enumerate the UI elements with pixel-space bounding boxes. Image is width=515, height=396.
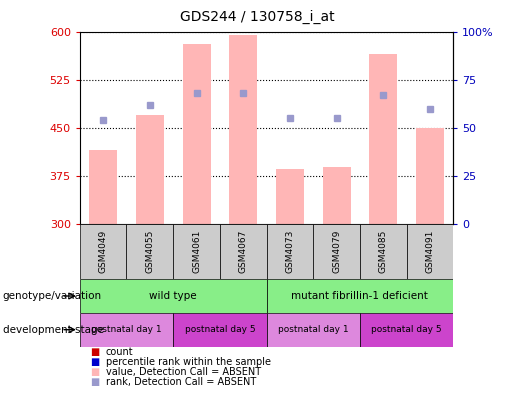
Bar — [182, 44, 211, 224]
Text: percentile rank within the sample: percentile rank within the sample — [106, 357, 270, 367]
Bar — [220, 224, 267, 279]
Text: mutant fibrillin-1 deficient: mutant fibrillin-1 deficient — [291, 291, 428, 301]
Bar — [173, 224, 220, 279]
Bar — [406, 224, 453, 279]
Text: GSM4061: GSM4061 — [192, 230, 201, 273]
Bar — [276, 169, 304, 224]
Bar — [267, 313, 360, 346]
Text: GSM4055: GSM4055 — [145, 230, 154, 273]
Text: GSM4049: GSM4049 — [99, 230, 108, 273]
Bar — [80, 279, 267, 313]
Text: ■: ■ — [90, 357, 99, 367]
Text: GSM4073: GSM4073 — [285, 230, 295, 273]
Text: genotype/variation: genotype/variation — [3, 291, 101, 301]
Bar — [89, 150, 117, 224]
Text: wild type: wild type — [149, 291, 197, 301]
Text: GSM4085: GSM4085 — [379, 230, 388, 273]
Bar — [80, 313, 173, 346]
Bar — [267, 224, 313, 279]
Text: development stage: development stage — [3, 325, 104, 335]
Text: rank, Detection Call = ABSENT: rank, Detection Call = ABSENT — [106, 377, 256, 387]
Bar — [136, 115, 164, 224]
Text: count: count — [106, 347, 133, 358]
Text: GDS244 / 130758_i_at: GDS244 / 130758_i_at — [180, 10, 335, 24]
Text: postnatal day 5: postnatal day 5 — [371, 325, 442, 334]
Bar — [369, 54, 397, 224]
Text: value, Detection Call = ABSENT: value, Detection Call = ABSENT — [106, 367, 261, 377]
Bar — [360, 313, 453, 346]
Bar — [127, 224, 173, 279]
Text: ■: ■ — [90, 367, 99, 377]
Bar — [322, 168, 351, 224]
Bar — [173, 313, 267, 346]
Text: ■: ■ — [90, 377, 99, 387]
Text: postnatal day 1: postnatal day 1 — [91, 325, 162, 334]
Bar — [360, 224, 406, 279]
Bar — [416, 128, 444, 224]
Text: GSM4067: GSM4067 — [238, 230, 248, 273]
Text: postnatal day 5: postnatal day 5 — [184, 325, 255, 334]
Text: ■: ■ — [90, 347, 99, 358]
Text: GSM4091: GSM4091 — [425, 230, 434, 273]
Text: postnatal day 1: postnatal day 1 — [278, 325, 349, 334]
Bar — [229, 35, 257, 224]
Bar — [267, 279, 453, 313]
Text: GSM4079: GSM4079 — [332, 230, 341, 273]
Bar — [313, 224, 360, 279]
Bar — [80, 224, 127, 279]
